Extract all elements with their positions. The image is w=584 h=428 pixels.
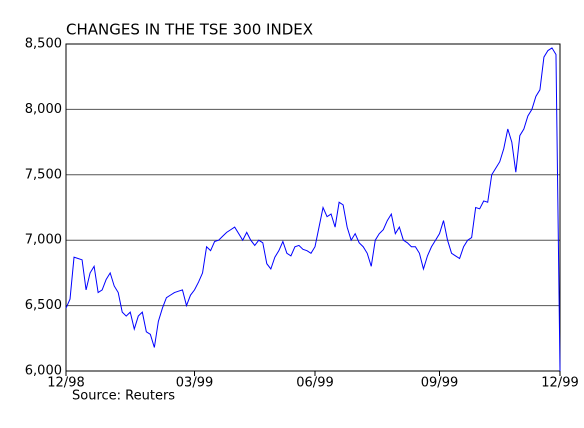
plot-frame <box>65 43 561 372</box>
y-tick-label: 7,500 <box>25 167 62 182</box>
data-line <box>65 47 561 372</box>
y-tick-label: 6,000 <box>25 364 62 379</box>
x-tick-label: 12/99 <box>541 376 578 391</box>
x-tick-label: 03/99 <box>176 376 213 391</box>
y-tick-label: 8,500 <box>25 37 62 52</box>
x-tick-label: 09/99 <box>421 376 458 391</box>
chart-title: CHANGES IN THE TSE 300 INDEX <box>66 21 313 39</box>
y-tick-label: 7,000 <box>25 233 62 248</box>
x-tick-label: 06/99 <box>296 376 333 391</box>
y-tick-label: 8,000 <box>25 102 62 117</box>
y-tick-label: 6,500 <box>25 298 62 313</box>
source-note: Source: Reuters <box>72 389 175 404</box>
x-tick-label: 12/98 <box>47 376 84 391</box>
